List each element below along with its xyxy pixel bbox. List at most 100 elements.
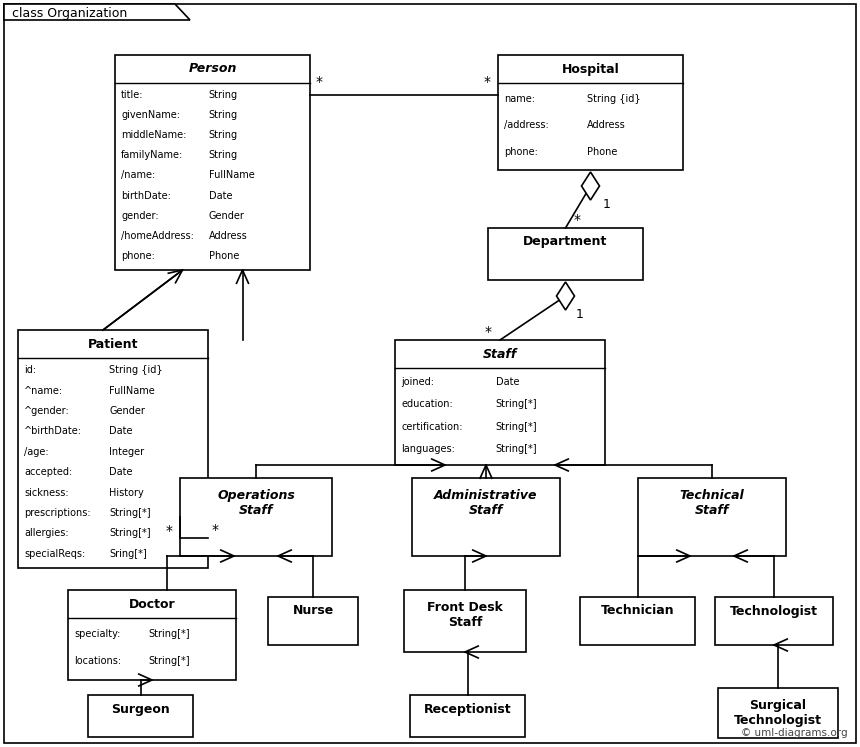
Polygon shape (581, 172, 599, 200)
Text: Address: Address (209, 231, 248, 241)
Text: 1: 1 (575, 308, 583, 320)
Bar (268, 597, 358, 645)
Text: familyName:: familyName: (121, 150, 183, 161)
Text: Staff: Staff (482, 347, 517, 361)
Text: ^birthDate:: ^birthDate: (24, 427, 82, 436)
Bar (68, 590, 236, 680)
Text: String[*]: String[*] (496, 421, 538, 432)
Text: History: History (109, 488, 144, 498)
Text: Patient: Patient (88, 338, 138, 350)
Text: String: String (209, 130, 237, 140)
Text: Sring[*]: Sring[*] (109, 549, 147, 559)
Text: String: String (209, 150, 237, 161)
Text: © uml-diagrams.org: © uml-diagrams.org (741, 728, 848, 738)
Bar (498, 55, 683, 170)
Text: Front Desk
Staff: Front Desk Staff (427, 601, 503, 629)
Text: prescriptions:: prescriptions: (24, 508, 90, 518)
Text: Phone: Phone (209, 251, 239, 261)
Text: birthDate:: birthDate: (121, 190, 171, 201)
Text: FullName: FullName (109, 385, 155, 396)
Text: Date: Date (109, 467, 132, 477)
Text: ^name:: ^name: (24, 385, 63, 396)
Text: *: * (574, 213, 580, 227)
Text: Technical
Staff: Technical Staff (679, 489, 745, 517)
Bar (488, 228, 643, 280)
Text: String[*]: String[*] (109, 508, 150, 518)
Text: languages:: languages: (401, 444, 455, 454)
Text: String[*]: String[*] (149, 656, 190, 666)
Bar (395, 340, 605, 465)
Text: specialReqs:: specialReqs: (24, 549, 85, 559)
Text: allergies:: allergies: (24, 528, 69, 539)
Text: Person: Person (188, 63, 237, 75)
Text: middleName:: middleName: (121, 130, 187, 140)
Text: name:: name: (504, 94, 535, 104)
Text: Administrative
Staff: Administrative Staff (434, 489, 538, 517)
Text: Date: Date (209, 190, 232, 201)
Text: 1: 1 (603, 199, 611, 211)
Text: Date: Date (496, 376, 519, 386)
Text: String[*]: String[*] (496, 444, 538, 454)
Text: *: * (166, 524, 173, 538)
Text: class Organization: class Organization (12, 7, 127, 20)
Text: sickness:: sickness: (24, 488, 69, 498)
Text: String[*]: String[*] (109, 528, 150, 539)
Text: Doctor: Doctor (129, 598, 175, 610)
Text: *: * (485, 325, 492, 339)
Text: String {id}: String {id} (587, 94, 641, 104)
Bar (718, 688, 838, 738)
Text: phone:: phone: (504, 146, 538, 157)
Text: phone:: phone: (121, 251, 155, 261)
Text: *: * (484, 75, 491, 89)
Text: /name:: /name: (121, 170, 156, 181)
Text: title:: title: (121, 90, 144, 100)
Text: Nurse: Nurse (292, 604, 334, 618)
Text: FullName: FullName (209, 170, 255, 181)
Bar (115, 55, 310, 270)
Text: Surgical
Technologist: Surgical Technologist (734, 699, 822, 727)
Text: /address:: /address: (504, 120, 549, 130)
Text: Gender: Gender (209, 211, 244, 220)
Text: accepted:: accepted: (24, 467, 72, 477)
Text: String[*]: String[*] (149, 629, 190, 639)
Bar (404, 590, 526, 652)
Text: locations:: locations: (74, 656, 121, 666)
Bar (18, 330, 208, 568)
Text: /age:: /age: (24, 447, 49, 456)
Text: Integer: Integer (109, 447, 144, 456)
Bar (638, 478, 786, 556)
Text: Department: Department (524, 235, 608, 249)
Text: joined:: joined: (401, 376, 434, 386)
Text: *: * (316, 75, 323, 89)
Polygon shape (4, 4, 190, 20)
Text: Surgeon: Surgeon (111, 702, 170, 716)
Text: gender:: gender: (121, 211, 158, 220)
Text: id:: id: (24, 365, 36, 375)
Text: specialty:: specialty: (74, 629, 120, 639)
Text: Hospital: Hospital (562, 63, 619, 75)
Text: givenName:: givenName: (121, 110, 180, 120)
Bar (580, 597, 695, 645)
Text: String {id}: String {id} (109, 365, 163, 375)
Bar (715, 597, 833, 645)
Text: /homeAddress:: /homeAddress: (121, 231, 194, 241)
Text: Gender: Gender (109, 406, 145, 416)
Text: education:: education: (401, 399, 452, 409)
Text: certification:: certification: (401, 421, 463, 432)
Text: Phone: Phone (587, 146, 617, 157)
Text: *: * (212, 523, 219, 537)
Text: Technician: Technician (600, 604, 674, 618)
Polygon shape (556, 282, 574, 310)
Bar (180, 478, 332, 556)
Text: String[*]: String[*] (496, 399, 538, 409)
Bar (412, 478, 560, 556)
Bar (410, 695, 525, 737)
Text: ^gender:: ^gender: (24, 406, 70, 416)
Text: String: String (209, 90, 237, 100)
Text: Address: Address (587, 120, 625, 130)
Text: Technologist: Technologist (730, 604, 818, 618)
Text: Date: Date (109, 427, 132, 436)
Text: Operations
Staff: Operations Staff (217, 489, 295, 517)
Text: Receptionist: Receptionist (424, 702, 512, 716)
Text: String: String (209, 110, 237, 120)
